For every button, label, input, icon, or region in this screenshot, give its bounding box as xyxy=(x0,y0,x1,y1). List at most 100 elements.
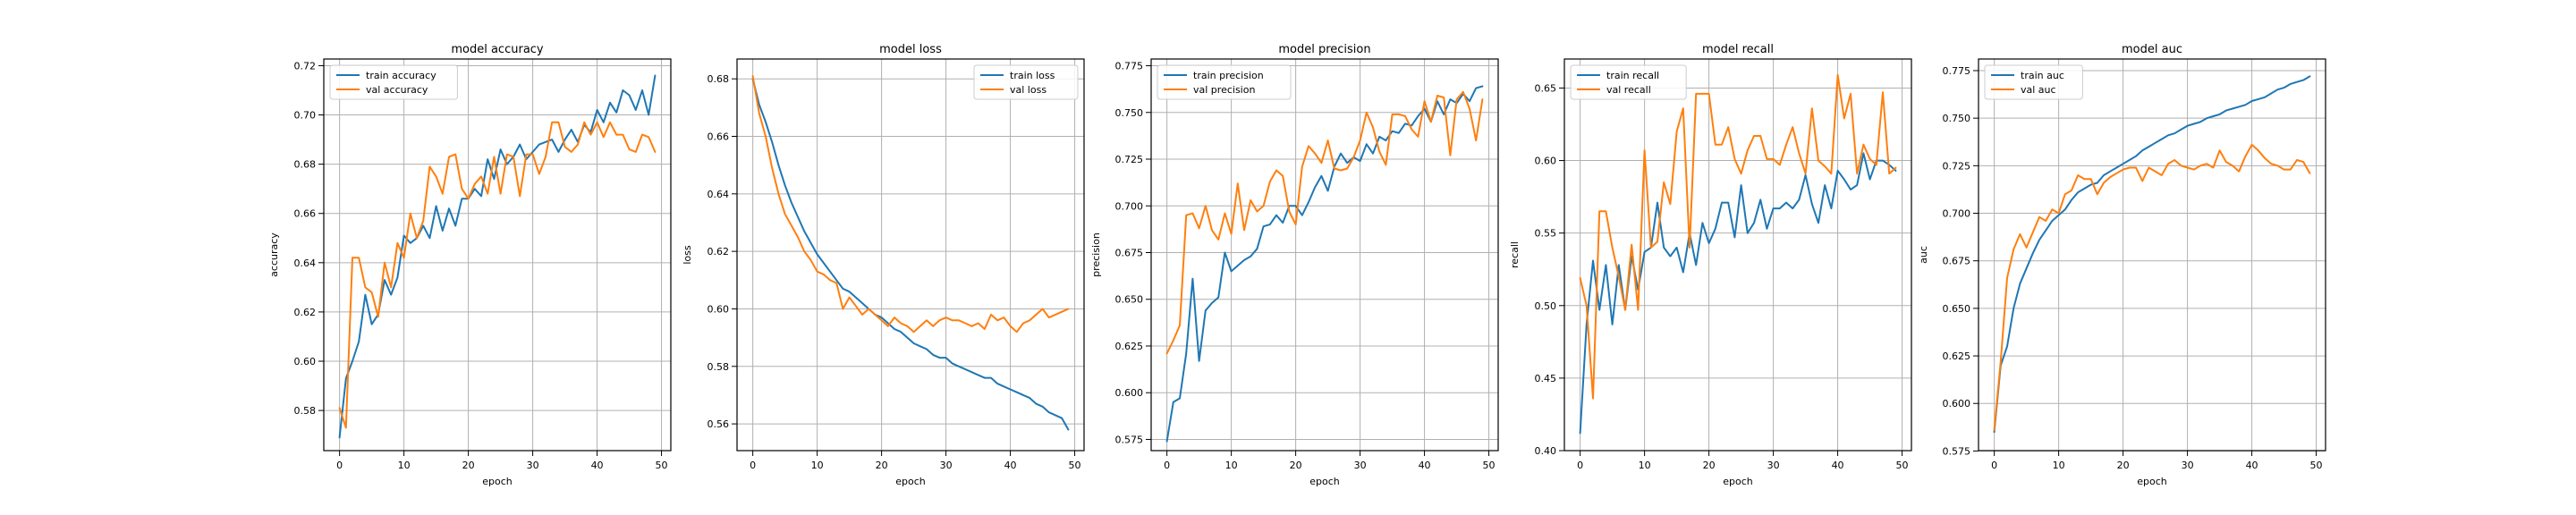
grid xyxy=(737,59,1084,451)
y-tick-label: 0.700 xyxy=(1943,208,1971,220)
y-axis-label: auc xyxy=(1918,246,1929,264)
x-tick: 40 xyxy=(2246,451,2258,471)
x-tick: 20 xyxy=(462,451,475,471)
x-tick: 10 xyxy=(1225,451,1238,471)
y-tick: 0.600 xyxy=(1943,398,1979,409)
legend: train precision val precision xyxy=(1157,64,1292,100)
y-tick-label: 0.725 xyxy=(1115,154,1144,165)
series-line-train xyxy=(1165,85,1484,443)
x-tick: 30 xyxy=(1767,451,1780,471)
x-tick-label: 40 xyxy=(1419,460,1431,471)
x-tick: 0 xyxy=(1164,451,1170,471)
y-tick-label: 0.55 xyxy=(1535,228,1557,240)
x-tick-label: 30 xyxy=(1354,460,1367,471)
y-tick-label: 0.725 xyxy=(1943,160,1971,172)
x-tick-label: 50 xyxy=(2310,460,2323,471)
y-tick: 0.775 xyxy=(1115,61,1151,72)
series-line-val xyxy=(1165,90,1484,355)
x-tick-label: 10 xyxy=(2053,460,2065,471)
legend-label: val accuracy xyxy=(366,84,428,96)
y-tick-label: 0.64 xyxy=(708,189,730,200)
grid xyxy=(324,59,671,451)
y-tick: 0.58 xyxy=(294,405,324,417)
y-tick-label: 0.62 xyxy=(294,307,317,318)
x-tick: 40 xyxy=(1419,451,1431,471)
chart-title: model precision xyxy=(1278,43,1370,56)
y-tick-label: 0.650 xyxy=(1943,303,1971,315)
chart-panel-4: 0 10 20 30 40 50 0.40 0.45 0.50 0.55 0.60 0.65 model… xyxy=(1509,43,1912,487)
legend-label: val recall xyxy=(1606,84,1651,96)
chart-panel-3: 0 10 20 30 40 50 0.575 0.600 0.625 0.650 0.675 0.70… xyxy=(1090,43,1499,487)
legend-box xyxy=(1157,64,1292,100)
y-axis-label: loss xyxy=(682,245,693,265)
y-tick-label: 0.58 xyxy=(294,405,317,417)
x-tick: 10 xyxy=(1639,451,1651,471)
chart-panel-2: 0 10 20 30 40 50 0.56 0.58 0.60 0.62 0.64 0.66 0.68 m… xyxy=(682,43,1085,487)
x-tick-label: 0 xyxy=(336,460,343,471)
x-tick: 10 xyxy=(811,451,824,471)
chart-panel-1: 0 10 20 30 40 50 0.58 0.60 0.62 0.64 0.66 0.68 0.70 0… xyxy=(268,43,672,487)
y-tick-label: 0.62 xyxy=(708,246,730,258)
x-axis-label: epoch xyxy=(1309,476,1340,487)
y-tick-label: 0.60 xyxy=(294,356,317,367)
y-tick-label: 0.575 xyxy=(1115,434,1144,445)
y-tick-label: 0.45 xyxy=(1535,373,1557,384)
y-tick: 0.60 xyxy=(1535,156,1564,167)
x-tick: 50 xyxy=(2310,451,2323,471)
x-tick-label: 0 xyxy=(1164,460,1170,471)
series-line-train xyxy=(751,78,1070,431)
y-tick: 0.625 xyxy=(1115,341,1151,352)
y-tick-label: 0.58 xyxy=(708,361,730,373)
x-tick-label: 40 xyxy=(591,460,604,471)
y-tick: 0.56 xyxy=(708,418,737,430)
legend-box xyxy=(1570,64,1687,100)
series-line-train xyxy=(1993,75,2311,434)
x-tick: 30 xyxy=(1354,451,1367,471)
plot-frame xyxy=(1563,58,1912,452)
x-tick: 20 xyxy=(2117,451,2130,471)
y-tick-label: 0.675 xyxy=(1943,256,1971,267)
y-tick: 0.675 xyxy=(1115,247,1151,258)
y-tick: 0.66 xyxy=(294,208,324,220)
y-tick: 0.60 xyxy=(708,303,737,315)
y-tick: 0.45 xyxy=(1535,373,1564,384)
y-axis-label: precision xyxy=(1090,232,1102,277)
y-tick-label: 0.650 xyxy=(1115,294,1144,306)
y-tick: 0.40 xyxy=(1535,445,1564,457)
legend-label: val auc xyxy=(2021,84,2056,96)
x-tick-label: 0 xyxy=(750,460,756,471)
y-tick: 0.55 xyxy=(1535,228,1564,240)
x-tick: 0 xyxy=(336,451,343,471)
x-tick: 10 xyxy=(2053,451,2065,471)
legend-label: train auc xyxy=(2021,70,2064,81)
y-tick: 0.66 xyxy=(708,131,737,143)
legend: train recall val recall xyxy=(1570,64,1687,100)
y-tick-label: 0.600 xyxy=(1943,398,1971,409)
x-axis-label: epoch xyxy=(895,476,926,487)
x-tick: 20 xyxy=(1703,451,1716,471)
y-axis-label: recall xyxy=(1509,241,1521,268)
x-tick-label: 10 xyxy=(811,460,824,471)
y-tick: 0.60 xyxy=(294,356,324,367)
y-tick-label: 0.66 xyxy=(294,208,317,220)
y-tick-label: 0.775 xyxy=(1115,61,1144,72)
x-tick-label: 30 xyxy=(527,460,539,471)
x-tick-label: 50 xyxy=(1896,460,1909,471)
y-tick: 0.62 xyxy=(708,246,737,258)
y-tick: 0.700 xyxy=(1115,200,1151,212)
chart-title: model auc xyxy=(2122,43,2182,56)
x-tick: 50 xyxy=(1896,451,1909,471)
x-tick: 50 xyxy=(656,451,668,471)
x-tick-label: 20 xyxy=(2117,460,2130,471)
x-tick-label: 0 xyxy=(1991,460,1997,471)
y-tick-label: 0.40 xyxy=(1535,445,1557,457)
y-tick: 0.700 xyxy=(1943,208,1979,220)
x-tick-label: 50 xyxy=(1483,460,1496,471)
y-tick-label: 0.60 xyxy=(708,303,730,315)
x-tick-label: 10 xyxy=(1225,460,1238,471)
y-tick-label: 0.775 xyxy=(1943,65,1971,77)
x-tick: 10 xyxy=(398,451,411,471)
x-tick: 20 xyxy=(1290,451,1302,471)
x-tick-label: 20 xyxy=(1703,460,1716,471)
x-tick: 40 xyxy=(1004,451,1017,471)
